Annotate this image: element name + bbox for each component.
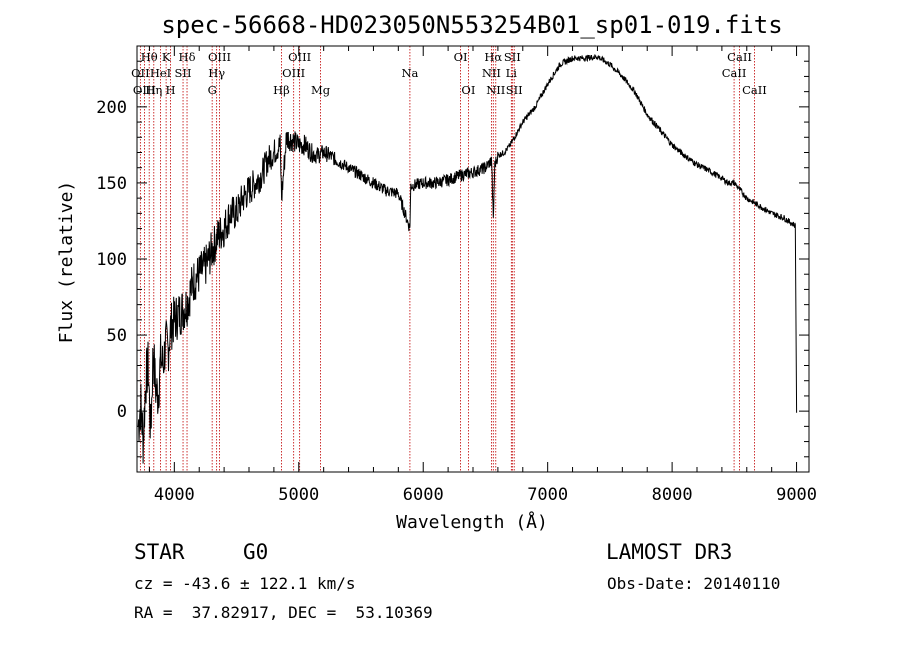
spectral-line-label: Hγ: [208, 66, 225, 80]
coordinates-text: RA = 37.82917, DEC = 53.10369: [134, 603, 433, 622]
spectral-line-label: Li: [506, 66, 518, 80]
spectral-line-label: OIII: [208, 50, 231, 64]
spectral-line-label: Na: [401, 66, 418, 80]
spectral-line-label: CaII: [742, 83, 767, 97]
x-tick-label: 4000: [154, 485, 195, 505]
y-tick-label: 50: [107, 326, 127, 346]
x-axis-label: Wavelength (Å): [396, 511, 548, 533]
spectral-line-label: NII: [482, 66, 501, 80]
spectral-line-label: Mg: [311, 83, 331, 97]
spectral-line-label: OIII: [288, 50, 311, 64]
spectral-line-label: SII: [506, 83, 523, 97]
x-tick-label: 8000: [652, 485, 693, 505]
spectral-line-label: Hθ: [141, 50, 158, 64]
y-tick-label: 100: [96, 250, 127, 270]
spectral-line-label: Hα: [484, 50, 502, 64]
line-markers: [139, 46, 755, 472]
spectral-line-label: CaII: [722, 66, 747, 80]
spectral-line-label: K: [162, 50, 171, 64]
survey-name: LAMOST DR3: [606, 540, 733, 564]
spectral-line-label: SII: [504, 50, 521, 64]
spectral-line-label: Hδ: [179, 50, 196, 64]
y-axis-label: Flux (relative): [56, 181, 77, 344]
spectral-line-label: OI: [454, 50, 468, 64]
object-subclass: G0: [243, 540, 269, 564]
x-tick-label: 9000: [776, 485, 817, 505]
axis-ticks: 4000 5000 6000 7000 8000 9000 0 50 100 150 200: [96, 45, 817, 505]
x-tick-label: 6000: [403, 485, 444, 505]
x-tick-label: 7000: [527, 485, 568, 505]
object-class: STAR: [134, 540, 185, 564]
x-tick-label: 5000: [278, 485, 319, 505]
spectral-line-label: OIII: [282, 66, 305, 80]
y-tick-label: 200: [96, 98, 127, 118]
obs-date-text: Obs-Date: 20140110: [607, 574, 781, 593]
redshift-text: cz = -43.6 ± 122.1 km/s: [134, 574, 356, 593]
spectral-line-label: CaII: [727, 50, 752, 64]
spectral-line-label: HeI: [150, 66, 171, 80]
spectral-line-label: NII: [486, 83, 505, 97]
spectral-line-label: OII: [131, 66, 150, 80]
spectral-line-label: OI: [461, 83, 475, 97]
y-tick-label: 150: [96, 174, 127, 194]
spectral-line-label: Hη: [145, 83, 162, 97]
y-tick-label: 0: [117, 402, 127, 422]
plot-frame: [136, 45, 810, 473]
spectrum-line: [137, 54, 798, 464]
chart-title: spec-56668-HD023050N553254B01_sp01-019.f…: [161, 11, 782, 39]
spectral-line-label: G: [208, 83, 217, 97]
spectral-line-label: SII: [175, 66, 192, 80]
spectral-line-label: Hβ: [273, 83, 290, 97]
spectral-line-label: OIII: [133, 83, 156, 97]
spectral-line-label: H: [165, 83, 175, 97]
